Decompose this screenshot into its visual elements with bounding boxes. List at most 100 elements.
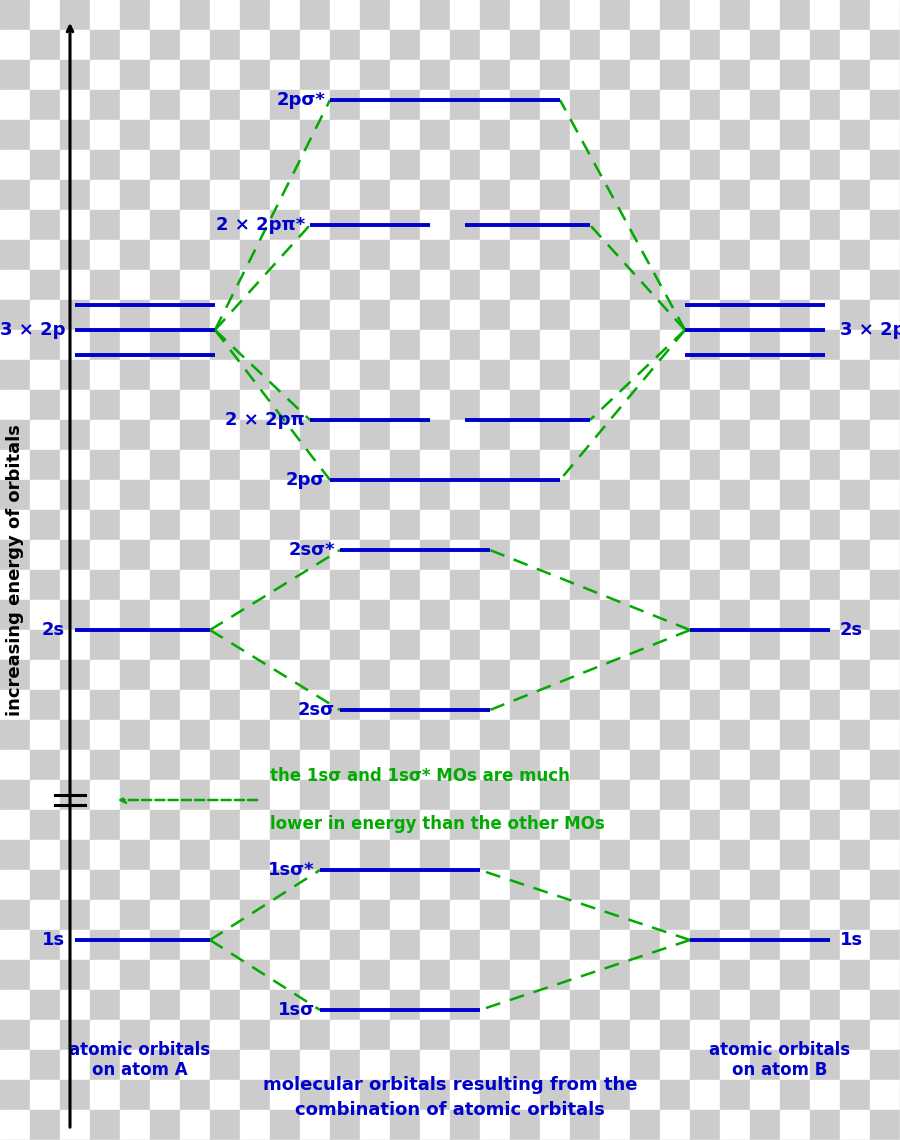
Bar (450, 750, 480, 780)
Bar (120, 120, 150, 150)
Bar (0, 120, 30, 150)
Bar (390, 510, 420, 540)
Bar (570, 150, 600, 180)
Bar (690, 450, 720, 480)
Bar (510, 1050, 540, 1080)
Bar (840, 150, 870, 180)
Bar (690, 630, 720, 660)
Bar (150, 750, 180, 780)
Bar (570, 420, 600, 450)
Bar (840, 1050, 870, 1080)
Bar (30, 720, 60, 750)
Bar (690, 899, 720, 930)
Bar (810, 0, 840, 30)
Bar (810, 270, 840, 300)
Bar (810, 480, 840, 510)
Bar (300, 329, 330, 360)
Bar (570, 241, 600, 270)
Bar (60, 960, 90, 990)
Bar (300, 690, 330, 720)
Bar (120, 720, 150, 750)
Bar (360, 241, 390, 270)
Bar (690, 241, 720, 270)
Bar (450, 899, 480, 930)
Bar (510, 750, 540, 780)
Bar (570, 780, 600, 811)
Bar (330, 450, 360, 480)
Bar (810, 660, 840, 690)
Bar (540, 210, 570, 241)
Text: 2sσ*: 2sσ* (288, 542, 335, 559)
Bar (750, 660, 780, 690)
Bar (210, 1020, 240, 1050)
Bar (60, 450, 90, 480)
Bar (30, 390, 60, 420)
Bar (750, 1020, 780, 1050)
Bar (840, 360, 870, 390)
Bar (810, 1080, 840, 1110)
Bar (150, 840, 180, 870)
Bar (840, 720, 870, 750)
Bar (480, 1020, 510, 1050)
Bar (120, 390, 150, 420)
Bar (300, 960, 330, 990)
Bar (360, 180, 390, 210)
Bar (240, 570, 270, 600)
Bar (690, 90, 720, 120)
Bar (780, 870, 810, 899)
Bar (330, 540, 360, 570)
Bar (420, 60, 450, 90)
Bar (390, 780, 420, 811)
Bar (810, 811, 840, 840)
Bar (210, 690, 240, 720)
Bar (690, 660, 720, 690)
Bar (540, 0, 570, 30)
Text: the 1sσ and 1sσ* MOs are much: the 1sσ and 1sσ* MOs are much (270, 767, 570, 785)
Bar (810, 390, 840, 420)
Bar (150, 210, 180, 241)
Bar (570, 630, 600, 660)
Bar (240, 30, 270, 60)
Bar (480, 241, 510, 270)
Bar (360, 360, 390, 390)
Bar (300, 150, 330, 180)
Bar (180, 30, 210, 60)
Bar (240, 210, 270, 241)
Bar (690, 510, 720, 540)
Bar (690, 600, 720, 630)
Bar (840, 420, 870, 450)
Text: 1sσ: 1sσ (278, 1001, 315, 1019)
Bar (690, 180, 720, 210)
Bar (90, 90, 120, 120)
Bar (510, 899, 540, 930)
Bar (600, 360, 630, 390)
Bar (660, 420, 690, 450)
Bar (480, 329, 510, 360)
Bar (300, 270, 330, 300)
Bar (600, 720, 630, 750)
Bar (300, 1110, 330, 1140)
Bar (840, 630, 870, 660)
Bar (270, 60, 300, 90)
Bar (210, 210, 240, 241)
Bar (270, 450, 300, 480)
Bar (30, 660, 60, 690)
Bar (660, 1080, 690, 1110)
Bar (330, 690, 360, 720)
Bar (60, 660, 90, 690)
Bar (510, 930, 540, 960)
Bar (360, 811, 390, 840)
Text: lower in energy than the other MOs: lower in energy than the other MOs (270, 815, 605, 833)
Bar (210, 660, 240, 690)
Bar (480, 510, 510, 540)
Bar (150, 1080, 180, 1110)
Bar (270, 1110, 300, 1140)
Bar (810, 150, 840, 180)
Bar (30, 0, 60, 30)
Bar (180, 150, 210, 180)
Bar (780, 660, 810, 690)
Bar (180, 960, 210, 990)
Bar (90, 0, 120, 30)
Bar (330, 660, 360, 690)
Bar (480, 960, 510, 990)
